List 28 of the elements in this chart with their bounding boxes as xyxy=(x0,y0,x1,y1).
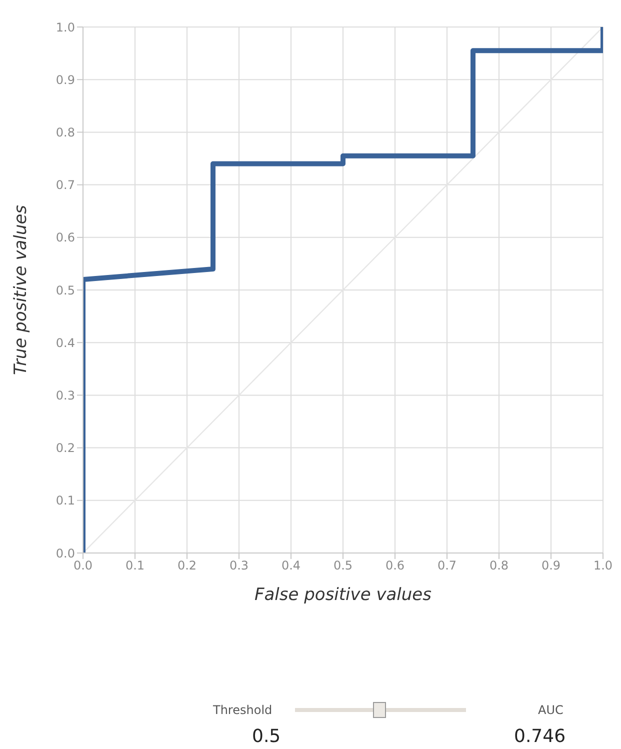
x-tick-label: 1.0 xyxy=(593,558,613,573)
text: 0.5 xyxy=(252,726,281,747)
y-axis-title: True positive values xyxy=(11,204,32,376)
x-tick-label: 0.5 xyxy=(333,558,353,573)
text: AUC xyxy=(538,703,564,717)
y-tick-label: 0.9 xyxy=(56,72,75,87)
x-axis-title: False positive values xyxy=(254,585,432,605)
x-tick-label: 0.9 xyxy=(541,558,561,573)
y-tick-label: 0.8 xyxy=(56,125,75,140)
x-tick-label: 0.6 xyxy=(385,558,405,573)
x-tick-label: 0.8 xyxy=(489,558,509,573)
x-tick-label: 0.3 xyxy=(229,558,249,573)
y-tick-label: 0.2 xyxy=(56,441,75,456)
text: Threshold xyxy=(213,703,272,717)
y-tick-label: 0.7 xyxy=(56,178,75,192)
x-tick-label: 0.2 xyxy=(177,558,197,573)
x-tick-label: 0.7 xyxy=(437,558,457,573)
y-tick-label: 0.5 xyxy=(56,283,75,298)
y-tick-label: 0.6 xyxy=(56,230,75,245)
x-tick-label: 0.4 xyxy=(281,558,301,573)
y-tick-label: 0.4 xyxy=(56,336,75,350)
y-tick-label: 0.0 xyxy=(56,546,75,560)
text: 0.746 xyxy=(514,726,566,747)
y-tick-label: 0.3 xyxy=(56,388,75,402)
x-tick-label: 0.1 xyxy=(125,558,145,573)
x-tick-label: 0.0 xyxy=(73,558,93,573)
y-tick-label: 0.1 xyxy=(56,494,75,508)
y-tick-label: 1.0 xyxy=(56,20,75,34)
